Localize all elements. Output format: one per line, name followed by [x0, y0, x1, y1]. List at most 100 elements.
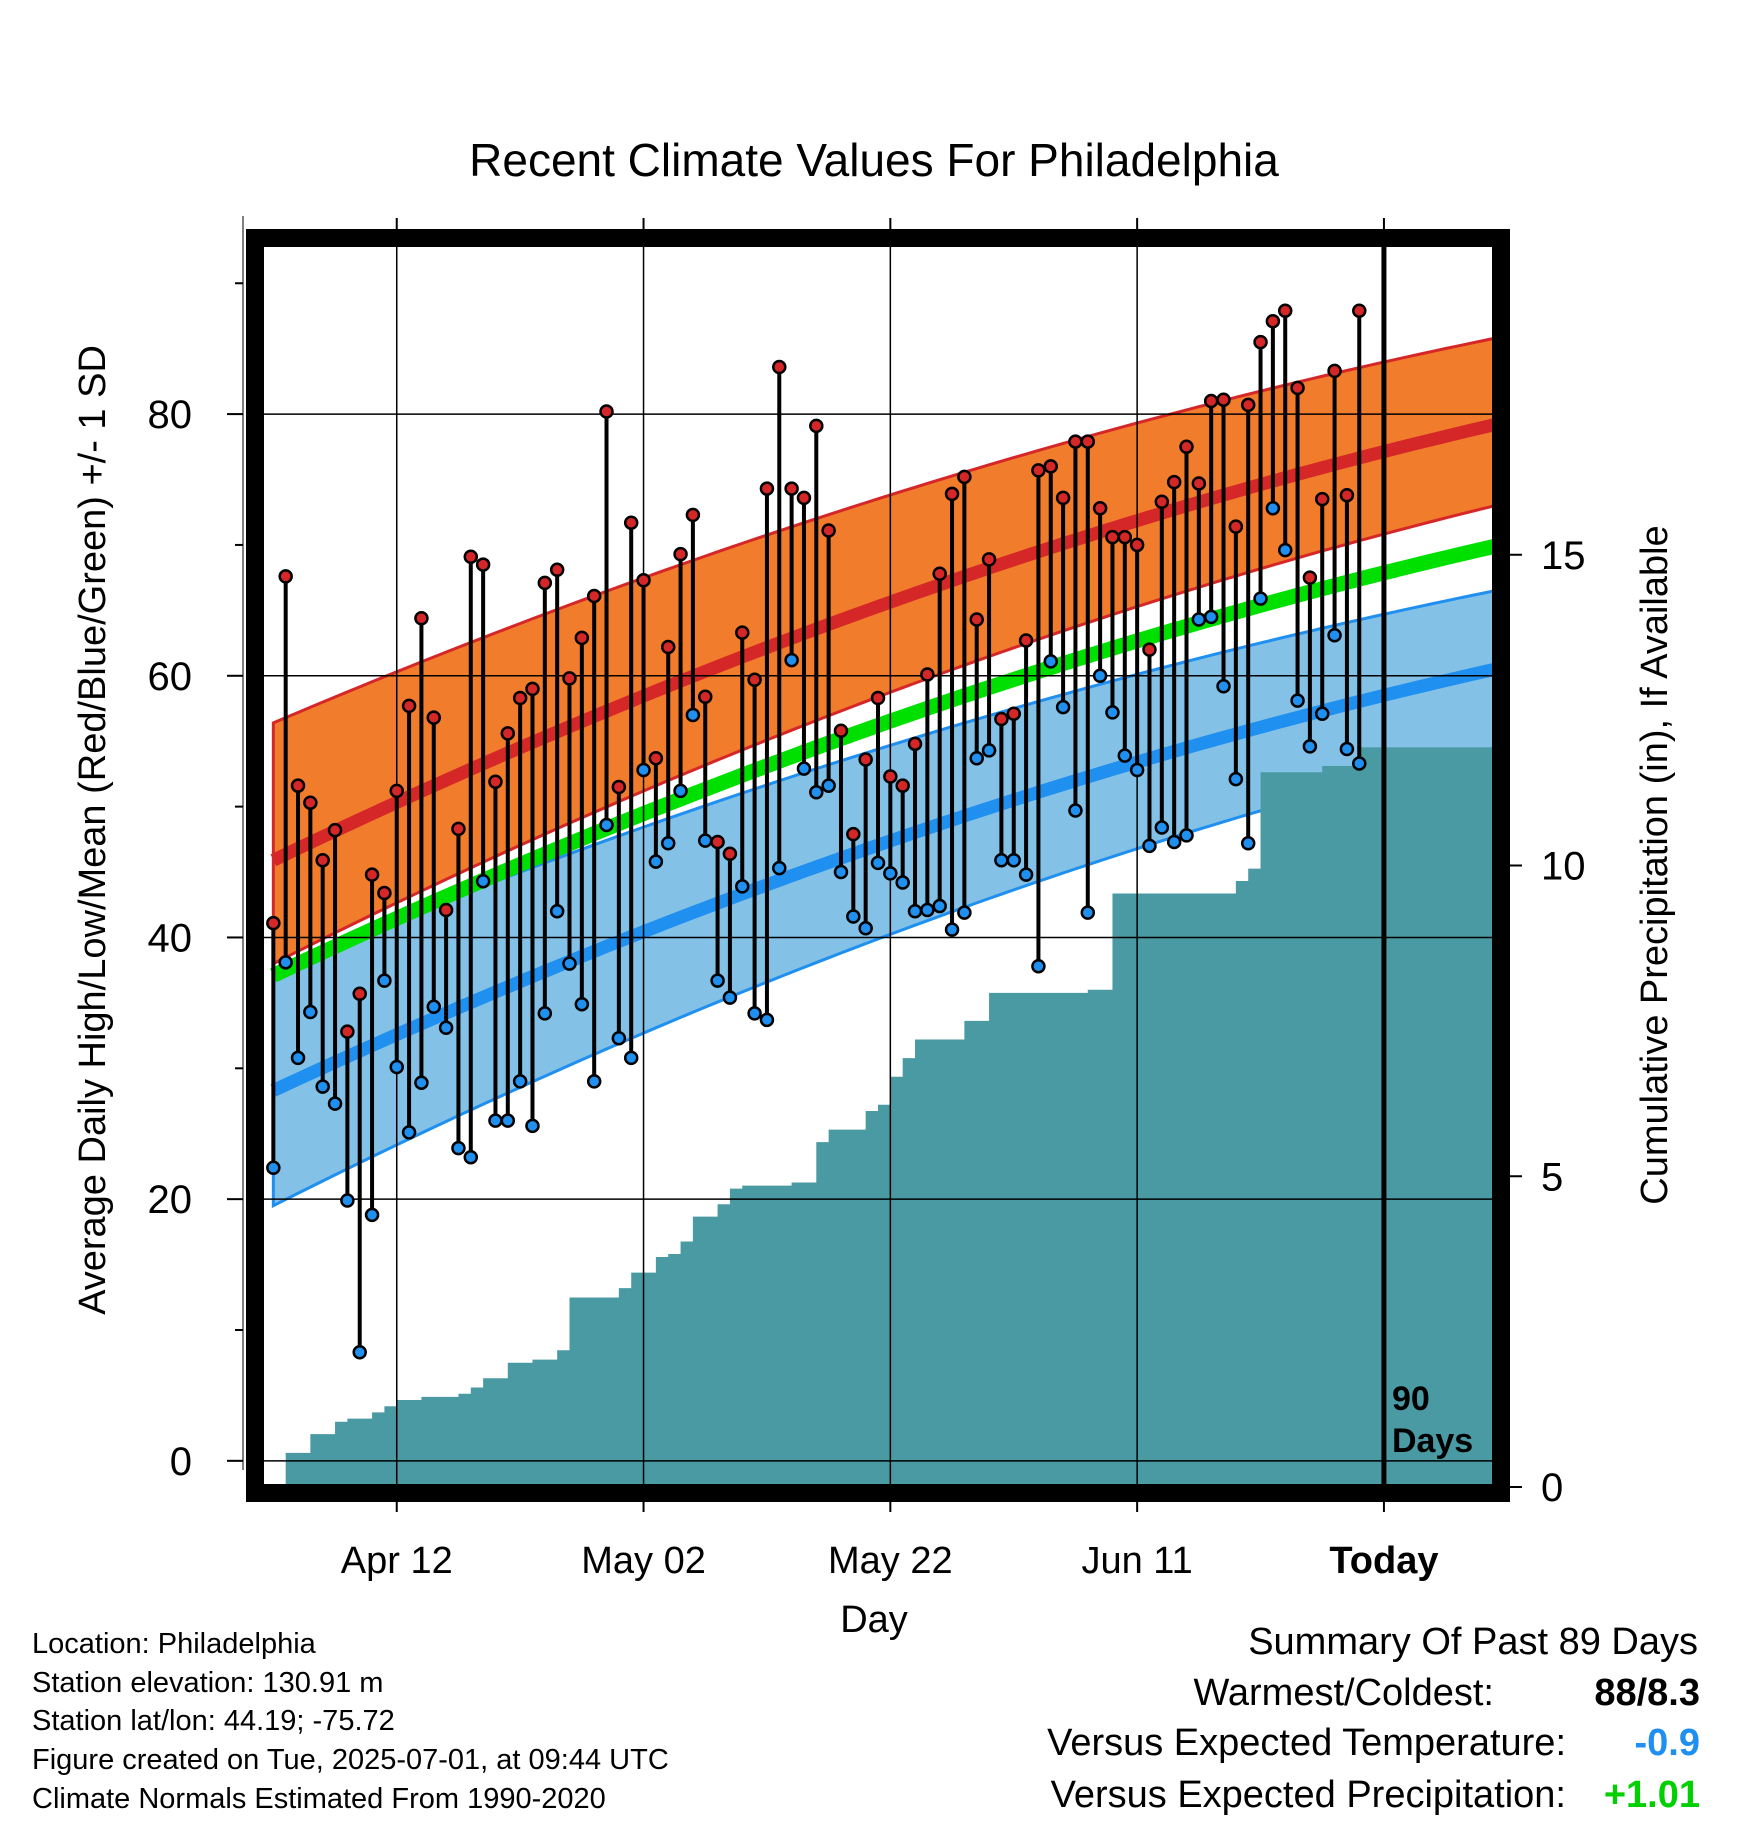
high-point: [1006, 706, 1021, 721]
high-point: [438, 902, 454, 918]
low-point: [1006, 853, 1021, 868]
precip-area: [273, 747, 1495, 1487]
low-point: [932, 898, 947, 914]
low-point: [1068, 803, 1083, 818]
x-axis-label: Day: [840, 1599, 908, 1641]
low-point: [315, 1079, 330, 1094]
low-point: [1018, 867, 1034, 882]
high-point: [1105, 529, 1120, 545]
low-point: [586, 1074, 602, 1089]
low-point: [772, 860, 787, 876]
x-tick-label: Jun 11: [1081, 1540, 1192, 1582]
temp-label: Versus Expected Temperature:: [1047, 1722, 1566, 1764]
low-point: [648, 854, 664, 869]
low-point: [1166, 834, 1182, 850]
high-point: [1302, 570, 1318, 585]
high-point: [1314, 491, 1330, 507]
high-point: [327, 822, 343, 838]
low-point: [870, 855, 886, 871]
low-point: [1240, 836, 1256, 851]
x-tick-label: Apr 12: [341, 1540, 453, 1582]
high-point: [1031, 463, 1046, 478]
high-point: [636, 573, 651, 588]
low-point: [500, 1113, 516, 1128]
high-point: [549, 562, 565, 578]
low-point: [266, 1160, 281, 1175]
chart-title: Recent Climate Values For Philadelphia: [469, 134, 1279, 186]
high-point: [784, 481, 799, 496]
high-point: [451, 821, 466, 837]
high-point: [1327, 363, 1342, 379]
low-point: [1055, 699, 1071, 715]
low-point: [599, 817, 614, 833]
high-point: [735, 625, 750, 640]
low-point: [1327, 627, 1342, 643]
low-point: [463, 1150, 479, 1165]
high-point: [1179, 439, 1194, 455]
high-point: [1253, 334, 1268, 350]
y2-tick-label: 10: [1541, 845, 1586, 889]
low-point: [784, 652, 799, 668]
low-point: [735, 879, 750, 894]
low-point: [747, 1006, 762, 1021]
high-point: [488, 774, 503, 790]
high-point: [1240, 397, 1256, 413]
high-point: [414, 610, 429, 626]
high-point: [920, 667, 935, 682]
high-point: [932, 566, 947, 581]
today-days-count: 90: [1392, 1380, 1430, 1418]
high-point: [266, 915, 281, 931]
y2-tick-label: 5: [1541, 1155, 1563, 1199]
low-point: [722, 990, 738, 1005]
high-point: [315, 853, 330, 868]
low-point: [1179, 828, 1194, 843]
warmest-label: Warmest/Coldest:: [1193, 1672, 1494, 1714]
high-point: [981, 552, 997, 567]
low-point: [895, 875, 910, 890]
high-point: [772, 359, 787, 375]
high-point: [278, 569, 293, 584]
low-point: [352, 1344, 367, 1360]
low-point: [907, 904, 923, 919]
high-point: [574, 630, 590, 646]
low-point: [710, 973, 725, 988]
high-point: [833, 723, 849, 738]
low-point: [759, 1012, 775, 1028]
high-normal-band: [271, 336, 1495, 967]
low-point: [1043, 654, 1059, 669]
high-point: [821, 523, 836, 538]
high-point: [352, 986, 367, 1001]
high-point: [537, 575, 553, 591]
low-point: [623, 1050, 639, 1066]
high-point: [994, 711, 1009, 727]
low-point: [1339, 741, 1355, 757]
y2-tick-label: 15: [1541, 534, 1586, 578]
plot-area: 90 Days 0 20 40 60 80 0 5 10 15 Apr 12 May 02 May 22 J…: [148, 216, 1586, 1582]
high-point: [1277, 303, 1293, 318]
low-point: [1216, 678, 1231, 694]
low-point: [340, 1193, 355, 1208]
y-tick-label: 20: [148, 1178, 193, 1222]
high-point: [1018, 633, 1034, 648]
high-point: [1191, 476, 1207, 491]
high-point: [389, 783, 404, 799]
low-point: [475, 873, 491, 889]
low-point: [796, 761, 812, 776]
high-point: [1154, 494, 1170, 510]
high-point: [895, 778, 910, 793]
high-point: [340, 1024, 355, 1039]
low-point: [1302, 739, 1318, 754]
high-point: [599, 404, 614, 419]
normals-text: Climate Normals Estimated From 1990-2020: [32, 1783, 606, 1815]
low-point: [636, 762, 651, 778]
precip-value: +1.01: [1603, 1774, 1700, 1816]
high-point: [747, 672, 762, 687]
low-point: [994, 853, 1009, 868]
high-point: [512, 690, 528, 706]
high-point: [796, 490, 812, 506]
high-point: [858, 752, 873, 767]
low-point: [389, 1059, 404, 1075]
low-point: [846, 909, 861, 924]
high-point: [969, 612, 984, 627]
high-point: [586, 588, 602, 604]
